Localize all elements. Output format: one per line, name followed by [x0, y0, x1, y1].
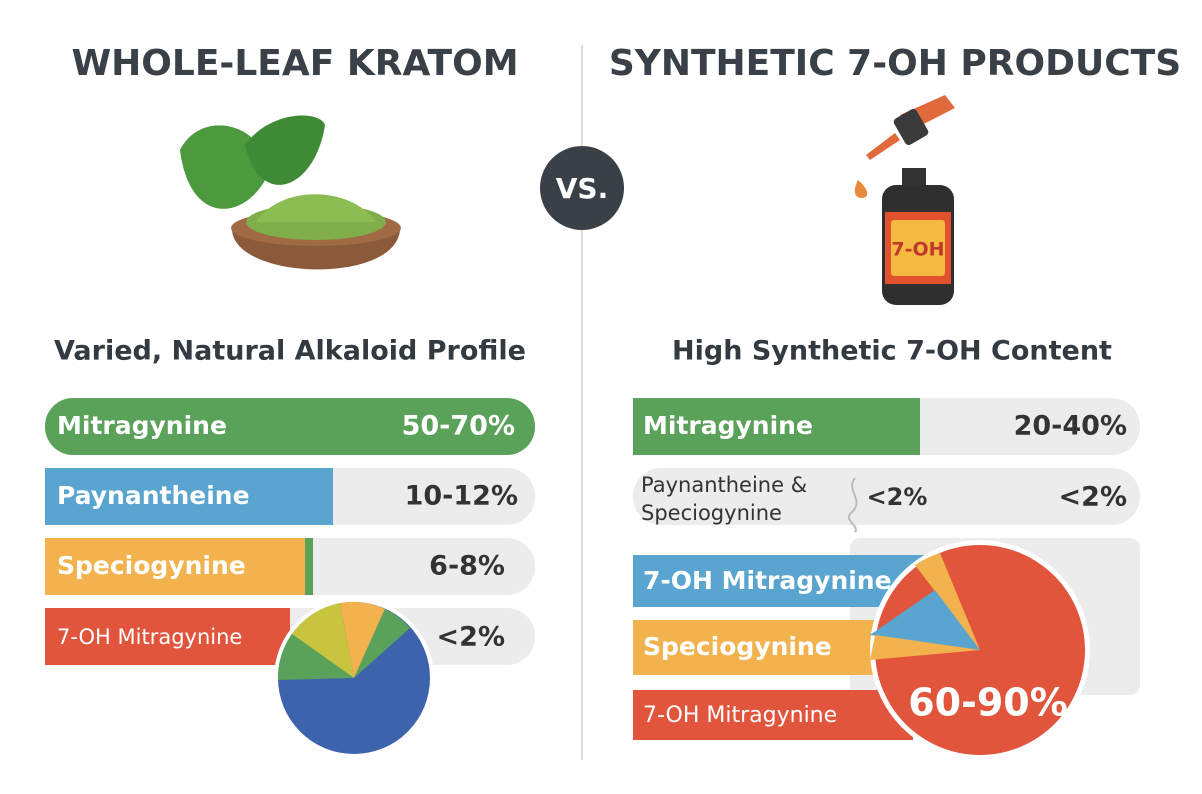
pie-label: 60-90%	[908, 681, 1068, 725]
row-label: Mitragynine	[643, 411, 813, 440]
vs-badge	[540, 146, 624, 230]
left-title: WHOLE-LEAF KRATOM	[71, 43, 518, 84]
left-subtitle: Varied, Natural Alkaloid Profile	[54, 336, 526, 367]
left-pie	[274, 598, 434, 758]
row-accent	[305, 538, 313, 595]
row-label: Speciogynine	[641, 501, 782, 525]
bottle-icon: 7-OH	[854, 95, 955, 305]
vs-text: VS.	[556, 172, 608, 205]
row-bar	[633, 398, 920, 455]
right-subtitle: High Synthetic 7-OH Content	[672, 336, 1112, 367]
row-value: <2%	[437, 622, 505, 653]
row-label: Mitragynine	[57, 411, 227, 440]
row-bar	[633, 690, 913, 740]
kratom-icon	[180, 115, 401, 270]
row-label: Paynantheine &	[641, 473, 807, 497]
row-label: Speciogynine	[643, 632, 832, 661]
row-value: 6-8%	[429, 551, 505, 582]
row-value: 20-40%	[1014, 411, 1127, 442]
row-bar	[45, 608, 290, 665]
row-bar	[633, 555, 930, 607]
bottle-label: 7-OH	[891, 239, 944, 261]
row-label: Speciogynine	[57, 551, 246, 580]
squiggle	[847, 477, 858, 533]
right-title: SYNTHETIC 7-OH PRODUCTS	[609, 43, 1181, 84]
row-bg	[633, 468, 1140, 525]
row-value: 10-12%	[405, 481, 518, 512]
left-rows: Mitragynine 50-70% Paynantheine 10-12% S…	[45, 398, 535, 758]
row-label: Paynantheine	[57, 481, 250, 510]
right-rows: Mitragynine 20-40% Paynantheine & Specio…	[633, 398, 1140, 760]
row-label: 7-OH Mitragynine	[643, 566, 892, 595]
right-pie: 60-90%	[870, 540, 1090, 760]
row-bar	[45, 538, 313, 595]
row-inner-value: <2%	[867, 483, 928, 511]
row-value: 50-70%	[402, 411, 515, 442]
row-bar	[45, 398, 535, 455]
row-label: 7-OH Mitragynine	[57, 625, 242, 649]
row-value: <2%	[1059, 482, 1127, 513]
row-label: 7-OH Mitragynine	[643, 703, 837, 728]
row-bar	[633, 620, 893, 675]
row-bar	[45, 468, 333, 525]
